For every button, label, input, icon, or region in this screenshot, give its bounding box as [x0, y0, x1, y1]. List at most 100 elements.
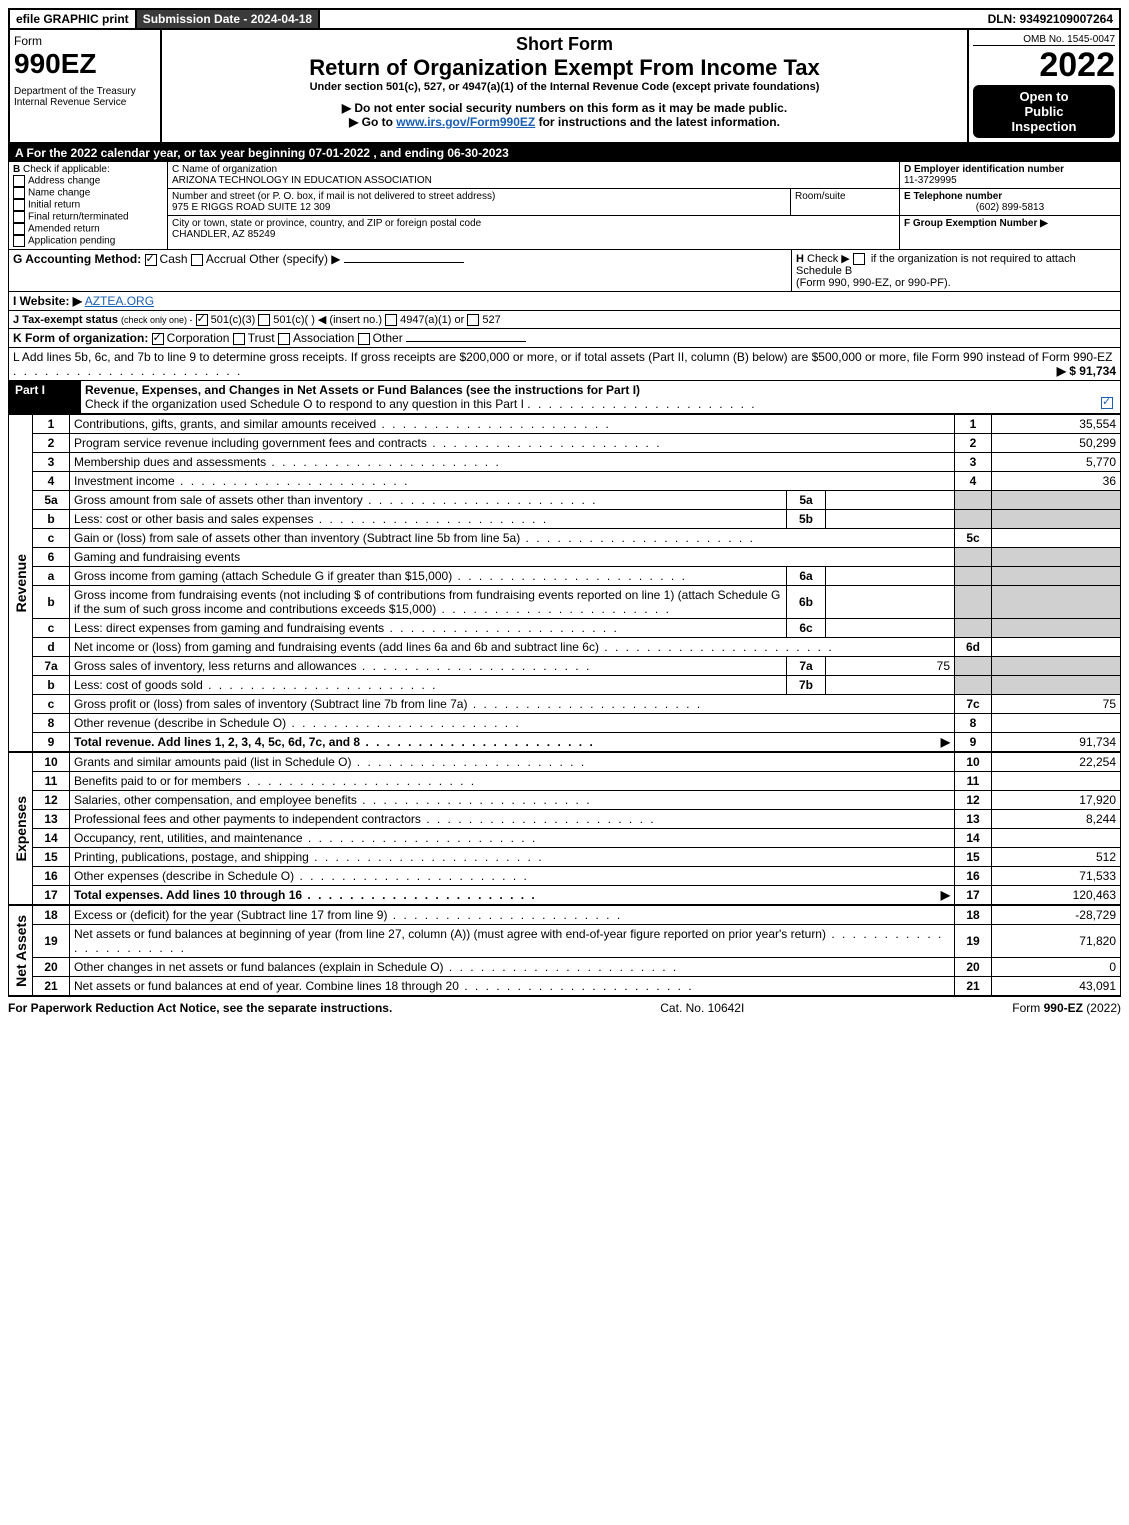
- accrual-checkbox[interactable]: [191, 254, 203, 266]
- org-info-row: B Check if applicable: Address change Na…: [9, 162, 1120, 250]
- sub-line-value: [826, 491, 955, 510]
- line-description: Gross income from fundraising events (no…: [70, 586, 787, 619]
- cat-no: Cat. No. 10642I: [660, 1001, 744, 1015]
- line-ref-number: 9: [955, 733, 992, 752]
- 501c3-checkbox[interactable]: [196, 314, 208, 326]
- efile-label[interactable]: efile GRAPHIC print: [10, 10, 137, 28]
- form-word: Form: [14, 34, 156, 48]
- line-value: 36: [992, 472, 1121, 491]
- expenses-table: 10Grants and similar amounts paid (list …: [32, 752, 1121, 905]
- line-number: 9: [33, 733, 70, 752]
- final-return-checkbox[interactable]: [13, 211, 25, 223]
- part-i-label: Part I: [9, 381, 81, 413]
- sub-line-number: 6c: [787, 619, 826, 638]
- line-k: K Form of organization: Corporation Trus…: [9, 329, 1120, 348]
- line-value: [992, 586, 1121, 619]
- table-row: 1Contributions, gifts, grants, and simil…: [33, 415, 1121, 434]
- line-number: 19: [33, 925, 70, 958]
- box-def: D Employer identification number 11-3729…: [900, 162, 1120, 249]
- line-description: Total revenue. Add lines 1, 2, 3, 4, 5c,…: [70, 733, 955, 752]
- website-link[interactable]: AZTEA.ORG: [85, 294, 154, 308]
- expenses-side-label: Expenses: [13, 796, 29, 861]
- trust-checkbox[interactable]: [233, 333, 245, 345]
- line-number: 15: [33, 848, 70, 867]
- other-org-checkbox[interactable]: [358, 333, 370, 345]
- table-row: 3Membership dues and assessments35,770: [33, 453, 1121, 472]
- assoc-checkbox[interactable]: [278, 333, 290, 345]
- line-ref-number: 16: [955, 867, 992, 886]
- tax-exempt-label: J Tax-exempt status: [13, 314, 118, 326]
- sub-line-number: 5b: [787, 510, 826, 529]
- table-row: bLess: cost of goods sold7b: [33, 676, 1121, 695]
- line-number: 1: [33, 415, 70, 434]
- 527-checkbox[interactable]: [467, 314, 479, 326]
- line-description: Excess or (deficit) for the year (Subtra…: [70, 906, 955, 925]
- line-number: 18: [33, 906, 70, 925]
- table-row: cLess: direct expenses from gaming and f…: [33, 619, 1121, 638]
- line-description: Net income or (loss) from gaming and fun…: [70, 638, 955, 657]
- goto-post: for instructions and the latest informat…: [535, 115, 780, 129]
- subtitle: Under section 501(c), 527, or 4947(a)(1)…: [166, 81, 963, 93]
- line-ref-number: 10: [955, 753, 992, 772]
- corp-checkbox[interactable]: [152, 333, 164, 345]
- netassets-section: Net Assets 18Excess or (deficit) for the…: [8, 905, 1121, 996]
- 501c-checkbox[interactable]: [258, 314, 270, 326]
- city-label: City or town, state or province, country…: [172, 218, 481, 229]
- table-row: cGross profit or (loss) from sales of in…: [33, 695, 1121, 714]
- line-description: Net assets or fund balances at end of ye…: [70, 977, 955, 996]
- line-description: Total expenses. Add lines 10 through 16▶: [70, 886, 955, 905]
- name-change-checkbox[interactable]: [13, 187, 25, 199]
- line-description: Net assets or fund balances at beginning…: [70, 925, 955, 958]
- group-exemption-label: F Group Exemption Number ▶: [904, 218, 1048, 229]
- schedule-o-checkbox[interactable]: [1101, 397, 1113, 409]
- line-j: J Tax-exempt status (check only one) - 5…: [9, 311, 1120, 329]
- paperwork-notice: For Paperwork Reduction Act Notice, see …: [8, 1001, 392, 1015]
- line-number: c: [33, 619, 70, 638]
- table-row: 5aGross amount from sale of assets other…: [33, 491, 1121, 510]
- table-row: 17Total expenses. Add lines 10 through 1…: [33, 886, 1121, 905]
- app-pending-checkbox[interactable]: [13, 235, 25, 247]
- addr-change-checkbox[interactable]: [13, 175, 25, 187]
- line-ref-number: 17: [955, 886, 992, 905]
- irs-link[interactable]: www.irs.gov/Form990EZ: [396, 115, 535, 129]
- line-description: Gross amount from sale of assets other t…: [70, 491, 787, 510]
- line-description: Membership dues and assessments: [70, 453, 955, 472]
- line-number: 2: [33, 434, 70, 453]
- expenses-section: Expenses 10Grants and similar amounts pa…: [8, 752, 1121, 905]
- line-value: 43,091: [992, 977, 1121, 996]
- line-ref-number: 20: [955, 958, 992, 977]
- initial-return-checkbox[interactable]: [13, 199, 25, 211]
- line-ref-number: 3: [955, 453, 992, 472]
- other-org-input[interactable]: [406, 341, 526, 342]
- 4947-checkbox[interactable]: [385, 314, 397, 326]
- table-row: bGross income from fundraising events (n…: [33, 586, 1121, 619]
- ssn-warning: ▶ Do not enter social security numbers o…: [166, 101, 963, 115]
- line-value: [992, 772, 1121, 791]
- line-number: b: [33, 586, 70, 619]
- table-row: 11Benefits paid to or for members11: [33, 772, 1121, 791]
- line-g-h: G Accounting Method: Cash Accrual Other …: [9, 250, 1120, 292]
- schedule-b-checkbox[interactable]: [853, 253, 865, 265]
- part-i-title: Revenue, Expenses, and Changes in Net As…: [85, 383, 640, 397]
- line-ref-number: 4: [955, 472, 992, 491]
- line-value: 71,533: [992, 867, 1121, 886]
- sub-line-number: 5a: [787, 491, 826, 510]
- line-number: 10: [33, 753, 70, 772]
- line-ref-number: [955, 619, 992, 638]
- sub-line-value: [826, 510, 955, 529]
- line-ref-number: 8: [955, 714, 992, 733]
- submission-date-button[interactable]: Submission Date - 2024-04-18: [137, 10, 320, 28]
- form-ref: Form 990-EZ (2022): [1012, 1001, 1121, 1015]
- revenue-table: 1Contributions, gifts, grants, and simil…: [32, 414, 1121, 752]
- table-row: bLess: cost or other basis and sales exp…: [33, 510, 1121, 529]
- line-value: [992, 657, 1121, 676]
- amended-return-checkbox[interactable]: [13, 223, 25, 235]
- table-row: 7aGross sales of inventory, less returns…: [33, 657, 1121, 676]
- arrow-icon: ▶: [941, 888, 950, 902]
- cash-checkbox[interactable]: [145, 254, 157, 266]
- line-ref-number: 18: [955, 906, 992, 925]
- line-description: Printing, publications, postage, and shi…: [70, 848, 955, 867]
- part-i-header: Part I Revenue, Expenses, and Changes in…: [9, 381, 1120, 413]
- line-ref-number: 19: [955, 925, 992, 958]
- other-method-input[interactable]: [344, 262, 464, 263]
